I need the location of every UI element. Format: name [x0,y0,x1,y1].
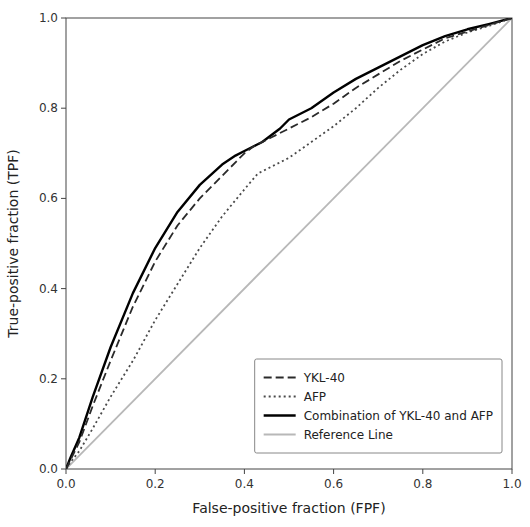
x-tick [66,469,67,474]
x-tick [512,469,513,474]
x-tick [155,469,156,474]
x-tick [333,469,334,474]
chart: 0.0 0.2 0.4 0.6 0.8 1.0 0.0 0.2 0.4 0.6 0.8 1.0 Fals… [0,0,530,527]
legend-swatch [264,396,296,398]
y-tick [61,288,66,289]
legend-label: Combination of YKL-40 and AFP [304,409,493,423]
y-tick-label: 0.2 [39,372,58,386]
axes: 0.0 0.2 0.4 0.6 0.8 1.0 0.0 0.2 0.4 0.6 0.8 1.0 [39,11,522,491]
x-tick-label: 1.0 [502,477,521,491]
legend-swatch [264,414,296,416]
y-tick [61,198,66,199]
y-tick-label: 1.0 [39,11,58,25]
legend-swatch [264,434,296,436]
legend: YKL-40 AFP Combination of YKL-40 and AFP Re… [255,359,502,453]
series-group [66,18,512,469]
y-tick [61,469,66,470]
y-tick-label: 0.4 [39,282,58,296]
x-tick [422,469,423,474]
x-tick-label: 0.2 [146,477,165,491]
series-line [66,18,512,469]
x-tick-label: 0.0 [56,477,75,491]
background [0,0,530,527]
y-tick [61,18,66,19]
y-tick [61,108,66,109]
legend-label: AFP [304,390,326,404]
x-tick-label: 0.8 [413,477,432,491]
legend-frame [255,359,502,453]
legend-swatch [264,377,296,379]
y-tick-label: 0.6 [39,191,58,205]
x-tick-label: 0.4 [235,477,254,491]
y-axis-label: True-positive fraction (TPF) [5,149,21,338]
x-tick-label: 0.6 [324,477,343,491]
y-tick-label: 0.0 [39,462,58,476]
x-axis-label: False-positive fraction (FPF) [192,500,385,516]
y-tick [61,378,66,379]
series-line [66,18,512,469]
legend-label: YKL-40 [303,371,345,385]
x-tick [244,469,245,474]
y-tick-label: 0.8 [39,101,58,115]
legend-label: Reference Line [304,428,393,442]
series-line [66,18,512,469]
plot-frame [66,18,512,469]
series-line [66,18,512,469]
